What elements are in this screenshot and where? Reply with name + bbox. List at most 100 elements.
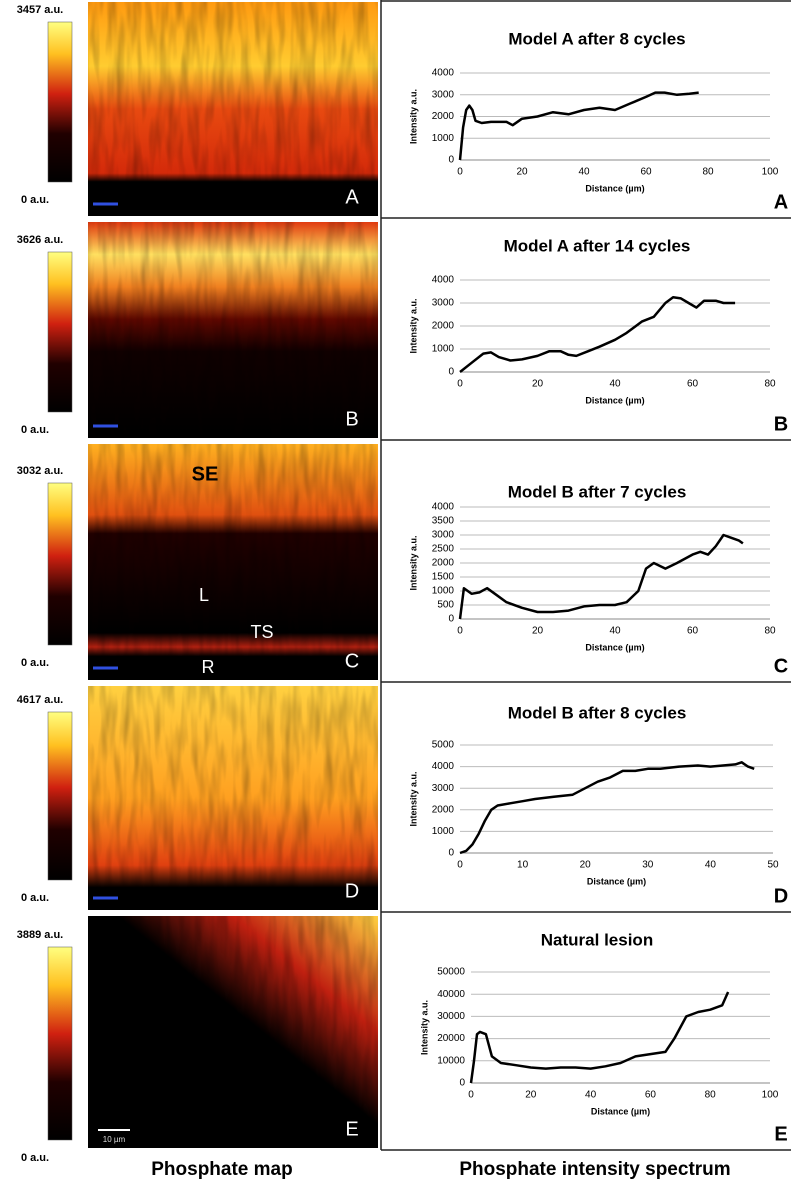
y-tick-label: 50000 — [437, 967, 465, 978]
y-tick-label: 0 — [459, 1078, 465, 1089]
colorbar-min-label: 0 a.u. — [21, 657, 49, 669]
colorbar — [47, 482, 73, 646]
y-tick-label: 3000 — [432, 89, 455, 100]
x-tick-label: 20 — [532, 379, 544, 390]
colorbar-max-label: 3889 a.u. — [17, 929, 63, 941]
colorbar — [47, 711, 73, 881]
map-letter: A — [345, 186, 359, 208]
x-tick-label: 80 — [764, 379, 776, 390]
map-letter: E — [345, 1118, 358, 1140]
x-tick-label: 30 — [642, 860, 654, 871]
colorbar-min-label: 0 a.u. — [21, 892, 49, 904]
chart-title: Model B after 7 cycles — [508, 482, 687, 501]
scale-bar-label: 10 µm — [103, 1135, 126, 1144]
colorbar-max-label: 3032 a.u. — [17, 465, 63, 477]
x-tick-label: 20 — [580, 860, 592, 871]
chart-title: Natural lesion — [541, 930, 653, 949]
y-tick-label: 2500 — [432, 544, 455, 555]
y-tick-label: 3500 — [432, 516, 455, 527]
data-line — [459, 296, 736, 373]
y-tick-label: 2000 — [432, 804, 455, 815]
y-tick-label: 1500 — [432, 572, 455, 583]
x-tick-label: 40 — [705, 860, 717, 871]
y-axis-label: Intensity a.u. — [419, 1000, 429, 1055]
x-axis-label: Distance (µm) — [585, 395, 644, 405]
x-tick-label: 60 — [687, 379, 699, 390]
chart-title: Model A after 8 cycles — [508, 29, 685, 48]
map-annotation: SE — [192, 463, 219, 485]
panel-letter: B — [774, 413, 788, 435]
x-tick-label: 60 — [687, 626, 699, 637]
y-axis-label: Intensity a.u. — [408, 771, 418, 826]
x-axis-label: Distance (µm) — [585, 642, 644, 652]
x-tick-label: 80 — [702, 167, 714, 178]
y-tick-label: 3000 — [432, 298, 455, 309]
map-letter: C — [345, 650, 359, 672]
x-tick-label: 60 — [640, 167, 652, 178]
y-tick-label: 2000 — [432, 321, 455, 332]
colorbar — [47, 946, 73, 1141]
map-annotation: R — [202, 657, 215, 677]
chart-title: Model B after 8 cycles — [508, 703, 687, 722]
map-letter: D — [345, 880, 359, 902]
x-tick-label: 20 — [525, 1090, 537, 1101]
colorbar-min-label: 0 a.u. — [21, 424, 49, 436]
x-tick-label: 20 — [516, 167, 528, 178]
y-tick-label: 0 — [448, 155, 454, 166]
x-tick-label: 80 — [705, 1090, 717, 1101]
x-tick-label: 0 — [468, 1090, 474, 1101]
y-tick-label: 0 — [448, 367, 454, 378]
chart-title: Model A after 14 cycles — [504, 236, 691, 255]
y-tick-label: 3000 — [432, 530, 455, 541]
map-annotation: L — [199, 585, 209, 605]
panel-letter: D — [774, 885, 788, 907]
map-texture — [88, 916, 378, 1148]
x-tick-label: 40 — [609, 379, 621, 390]
map-texture — [88, 222, 378, 438]
y-tick-label: 500 — [437, 600, 454, 611]
caption: Phosphate intensity spectrum — [459, 1159, 730, 1180]
x-axis-label: Distance (µm) — [585, 183, 644, 193]
map-annotation: TS — [250, 622, 273, 642]
y-tick-label: 1000 — [432, 344, 455, 355]
x-tick-label: 0 — [457, 379, 463, 390]
colorbar — [47, 251, 73, 413]
y-tick-label: 40000 — [437, 989, 465, 1000]
y-tick-label: 20000 — [437, 1033, 465, 1044]
data-line — [458, 533, 744, 620]
colorbar-max-label: 4617 a.u. — [17, 694, 63, 706]
y-tick-label: 0 — [448, 848, 454, 859]
x-tick-label: 40 — [578, 167, 590, 178]
data-line — [458, 91, 699, 161]
y-tick-label: 30000 — [437, 1011, 465, 1022]
x-tick-label: 0 — [457, 860, 463, 871]
panel-letter: A — [774, 191, 788, 213]
y-tick-label: 2000 — [432, 111, 455, 122]
x-tick-label: 40 — [609, 626, 621, 637]
y-axis-label: Intensity a.u. — [408, 89, 418, 144]
y-tick-label: 1000 — [432, 586, 455, 597]
x-tick-label: 0 — [457, 167, 463, 178]
x-tick-label: 100 — [762, 1090, 779, 1101]
data-line — [469, 991, 730, 1084]
y-tick-label: 4000 — [432, 502, 455, 513]
y-tick-label: 0 — [448, 614, 454, 625]
map-texture — [88, 2, 378, 216]
y-axis-label: Intensity a.u. — [408, 298, 418, 353]
colorbar-max-label: 3626 a.u. — [17, 234, 63, 246]
x-axis-label: Distance (µm) — [587, 876, 646, 886]
y-tick-label: 1000 — [432, 826, 455, 837]
y-tick-label: 2000 — [432, 558, 455, 569]
x-tick-label: 40 — [585, 1090, 597, 1101]
colorbar — [47, 21, 73, 183]
y-tick-label: 4000 — [432, 761, 455, 772]
x-tick-label: 10 — [517, 860, 529, 871]
data-line — [459, 761, 755, 855]
x-tick-label: 60 — [645, 1090, 657, 1101]
x-axis-label: Distance (µm) — [591, 1106, 650, 1116]
map-letter: B — [345, 408, 358, 430]
y-tick-label: 5000 — [432, 740, 455, 751]
colorbar-min-label: 0 a.u. — [21, 194, 49, 206]
map-texture — [88, 444, 378, 680]
